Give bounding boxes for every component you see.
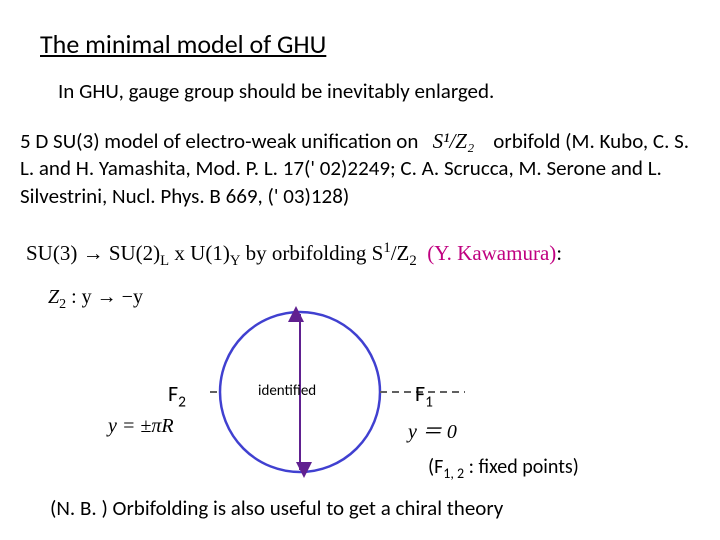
f1-label: F1 xyxy=(415,380,433,411)
fp-sub: 1, 2 xyxy=(443,465,464,482)
slide-title: The minimal model of GHU xyxy=(40,28,326,60)
z2-action: Z2 : y → −y xyxy=(48,286,143,313)
y-pi-r: y = ±πR xyxy=(108,415,174,438)
f2-sub: 2 xyxy=(178,392,186,411)
f1-sub: 1 xyxy=(425,392,433,411)
f2-letter: F xyxy=(168,380,178,407)
identified-label: identified xyxy=(258,382,316,400)
y-zero: y ＝ 0 xyxy=(408,415,457,444)
sup-1: 1 xyxy=(383,240,390,256)
sub-y: Y xyxy=(230,253,241,269)
breaking-slash: /Z xyxy=(391,241,410,265)
breaking-orb: by orbifolding S xyxy=(240,241,383,265)
sub-2: 2 xyxy=(409,253,416,269)
sub-l: L xyxy=(160,253,169,269)
breaking-mid: x U(1) xyxy=(169,241,230,265)
breaking-line: SU(3) → SU(2)L x U(1)Y by orbifolding S1… xyxy=(26,240,562,270)
kawamura-ref: (Y. Kawamura) xyxy=(427,241,556,265)
z2-map: : y → −y xyxy=(66,286,143,308)
nb-line: (N. B. ) Orbifolding is also useful to g… xyxy=(50,495,503,521)
fixed-points-note: (F1, 2 : fixed points) xyxy=(428,455,579,482)
intro-line: In GHU, gauge group should be inevitably… xyxy=(58,78,494,104)
f1-letter: F xyxy=(415,380,425,407)
fp-pre: (F xyxy=(428,455,443,479)
para1-pre: 5 D SU(3) model of electro-weak unificat… xyxy=(20,128,418,154)
f2-label: F2 xyxy=(168,380,186,411)
model-paragraph: 5 D SU(3) model of electro-weak unificat… xyxy=(20,128,700,210)
z2-label: Z xyxy=(48,286,59,308)
fp-post: : fixed points) xyxy=(464,455,579,479)
orbifold-math: S¹/Z₂ xyxy=(433,129,475,153)
breaking-lhs: SU(3) → SU(2) xyxy=(26,241,160,265)
